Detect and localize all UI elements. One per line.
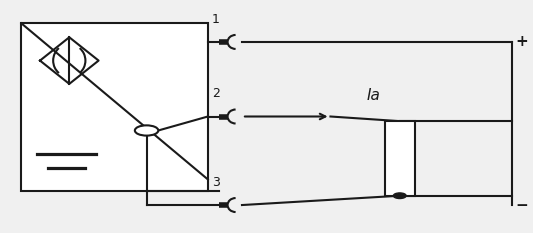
Text: Ia: Ia [366,88,380,103]
Text: 2: 2 [212,87,220,100]
Text: +: + [515,34,528,49]
Text: 1: 1 [212,13,220,26]
Circle shape [393,193,406,199]
Text: −: − [515,198,528,212]
Text: 3: 3 [212,176,220,189]
Bar [385,121,415,196]
Bar [21,23,208,191]
Circle shape [135,125,158,136]
